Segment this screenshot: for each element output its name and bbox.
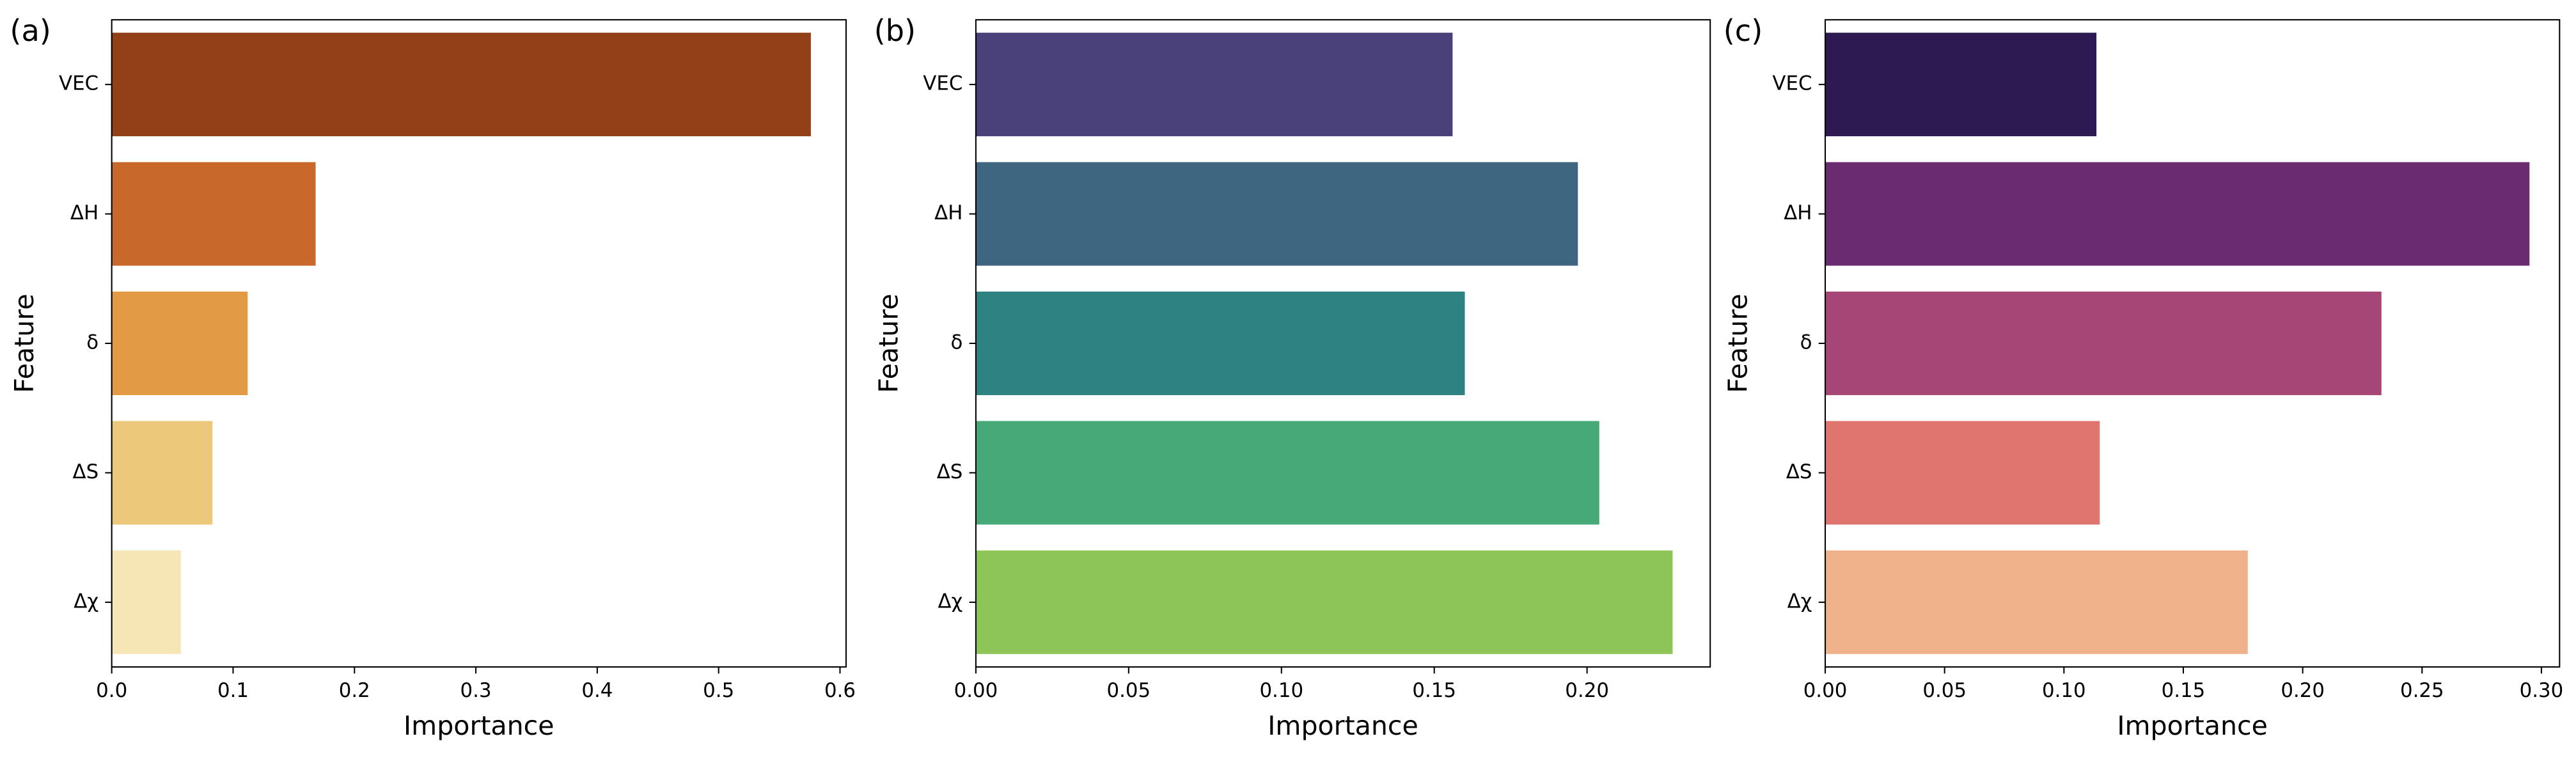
bar: [975, 421, 1599, 525]
x-tick-label: 0.20: [1565, 679, 1609, 702]
bar: [975, 292, 1465, 395]
x-axis-label: Importance: [1268, 710, 1418, 741]
bar: [1825, 162, 2530, 266]
y-tick-label: Δχ: [74, 590, 98, 613]
bar: [975, 33, 1453, 137]
x-tick-label: 0.1: [217, 679, 249, 702]
x-tick-label: 0.10: [1259, 679, 1303, 702]
x-axis-label: Importance: [2117, 710, 2268, 741]
bar: [1825, 550, 2248, 654]
bar: [111, 162, 316, 266]
bar: [975, 162, 1578, 266]
x-tick-label: 0.00: [954, 679, 998, 702]
bar: [111, 421, 213, 525]
y-tick-label: ΔH: [1784, 201, 1812, 224]
bar: [111, 550, 181, 654]
y-tick-label: ΔH: [934, 201, 962, 224]
axes-frame: [975, 19, 1711, 668]
axes-frame: [111, 19, 847, 668]
x-tick-label: 0.15: [2162, 679, 2206, 702]
x-tick-label: 0.4: [581, 679, 613, 702]
x-tick-label: 0.30: [2520, 679, 2564, 702]
y-axis-label: Feature: [873, 293, 904, 393]
x-tick-label: 0.10: [2042, 679, 2086, 702]
x-axis-label: Importance: [404, 710, 554, 741]
x-tick-label: 0.05: [1107, 679, 1151, 702]
y-axis-label: Feature: [9, 293, 40, 393]
bar: [1825, 292, 2382, 395]
y-tick-label: ΔS: [72, 460, 98, 483]
y-tick-label: ΔS: [1786, 460, 1812, 483]
y-tick-label: VEC: [59, 72, 98, 95]
x-tick-label: 0.15: [1412, 679, 1456, 702]
y-tick-label: VEC: [923, 72, 962, 95]
bar: [1825, 421, 2100, 525]
y-tick-label: δ: [951, 331, 963, 354]
y-axis-label: Feature: [1722, 293, 1753, 393]
x-tick-label: 0.20: [2281, 679, 2325, 702]
x-tick-label: 0.25: [2400, 679, 2444, 702]
bar: [111, 33, 811, 137]
x-tick-label: 0.05: [1922, 679, 1967, 702]
axes-frame: [1824, 19, 2561, 668]
y-tick-label: Δχ: [1787, 590, 1812, 613]
x-tick-label: 0.3: [460, 679, 492, 702]
y-tick-label: Δχ: [938, 590, 962, 613]
y-tick-label: ΔS: [937, 460, 963, 483]
x-tick-label: 0.6: [824, 679, 856, 702]
x-tick-label: 0.5: [703, 679, 734, 702]
y-tick-label: δ: [86, 331, 98, 354]
y-tick-label: δ: [1800, 331, 1812, 354]
y-tick-label: VEC: [1772, 72, 1812, 95]
bar: [111, 292, 248, 395]
bar: [975, 550, 1673, 654]
x-tick-label: 0.00: [1803, 679, 1848, 702]
panel-label: (b): [874, 13, 916, 48]
panel-label: (a): [10, 13, 51, 48]
x-tick-label: 0.0: [96, 679, 127, 702]
bar: [1825, 33, 2097, 137]
x-tick-label: 0.2: [339, 679, 370, 702]
y-tick-label: ΔH: [70, 201, 98, 224]
panel-label: (c): [1724, 13, 1763, 48]
